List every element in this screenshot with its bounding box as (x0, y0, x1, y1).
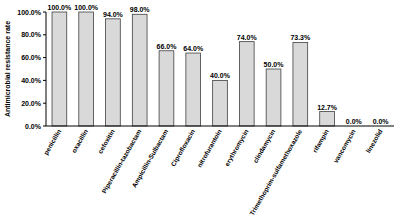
x-tick-label: cefoxitin (96, 128, 115, 155)
data-label: 12.7% (317, 104, 338, 111)
x-axis (46, 126, 394, 127)
y-axis (46, 12, 47, 126)
bar (159, 51, 174, 126)
data-label: 0.0% (346, 118, 363, 125)
bar (79, 12, 94, 126)
x-tick-label: Ampicillin-Sulbactam (130, 128, 170, 189)
y-tick-label: 80.0% (21, 31, 42, 38)
bar (320, 112, 335, 126)
bar (239, 42, 254, 126)
y-tick-label: 20.0% (21, 100, 42, 107)
data-label: 74.0% (237, 34, 258, 41)
bar (186, 53, 201, 126)
x-tick-label: oxacillin (70, 128, 89, 154)
x-tick-label: vancomycin (332, 128, 358, 165)
x-tick-label: penicillin (42, 128, 63, 156)
bar (266, 69, 281, 126)
data-label: 73.3% (290, 34, 311, 41)
y-tick-label: 60.0% (21, 54, 42, 61)
data-label: 50.0% (264, 61, 285, 68)
y-axis-label: Antimicrobial resistance rate (4, 21, 11, 117)
bar (132, 14, 147, 126)
data-label: 100.0% (48, 4, 73, 11)
data-label: 40.0% (210, 72, 231, 79)
data-label: 64.0% (183, 45, 204, 52)
bar (293, 42, 308, 126)
y-tick-label: 100.0% (17, 9, 42, 16)
x-tick-label: linezolid (364, 128, 383, 154)
x-tick-label: Ciprofloxacin (169, 128, 197, 168)
y-tick-label: 40.0% (21, 77, 42, 84)
data-label: 0.0% (373, 118, 390, 125)
data-label: 94.0% (103, 11, 124, 18)
y-tick-label: 0.0% (25, 123, 42, 130)
data-label: 66.0% (157, 43, 178, 50)
chart: 0.0%20.0%40.0%60.0%80.0%100.0%100.0%100.… (0, 0, 400, 220)
x-tick-label: erythromycin (223, 128, 251, 168)
data-label: 100.0% (74, 4, 99, 11)
x-tick-label: rifampin (311, 128, 331, 154)
data-label: 98.0% (130, 6, 151, 13)
bar (106, 19, 121, 126)
bar (213, 80, 228, 126)
bar (52, 12, 67, 126)
x-tick-label: Trimethoprim-sulfamethoxazole (248, 128, 304, 217)
x-tick-label: nitrofurantoin (195, 128, 222, 168)
x-tick-label: clindamycin (252, 128, 278, 165)
